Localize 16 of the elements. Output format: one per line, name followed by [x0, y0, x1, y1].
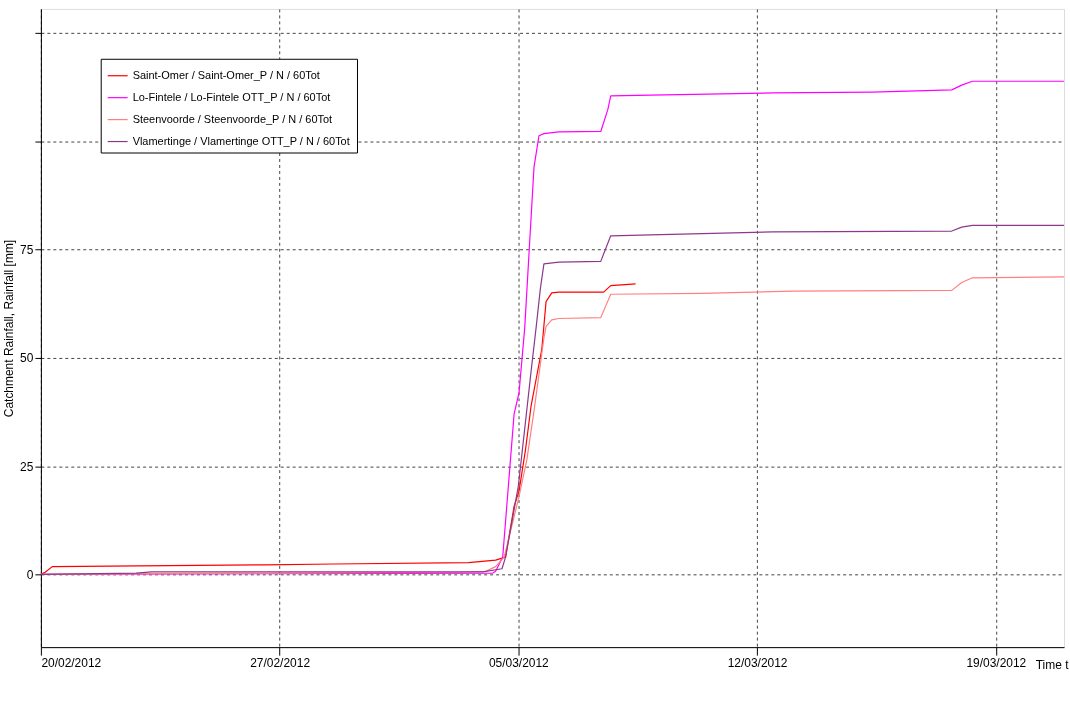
y-tick-label: 0 — [26, 567, 34, 582]
x-tick-label: 12/03/2012 — [727, 655, 788, 670]
line-series — [40, 283, 637, 575]
y-tick-label: 50 — [20, 351, 34, 366]
x-tick-label: 20/02/2012 — [41, 655, 102, 670]
y-tick-label: 75 — [20, 243, 34, 258]
y-axis-title: Catchment Rainfall, Rainfall [mm] — [2, 239, 17, 418]
legend-label: Steenvoorde / Steenvoorde_P / N / 60Tot — [132, 112, 333, 125]
legend-label: Vlamertinge / Vlamertinge OTT_P / N / 60Tot — [132, 134, 350, 147]
legend-label: Saint-Omer / Saint-Omer_P / N / 60Tot — [132, 68, 320, 81]
x-tick-label: 19/03/2012 — [966, 655, 1027, 670]
x-tick-label: 27/02/2012 — [250, 655, 311, 670]
y-tick-label: 25 — [20, 459, 34, 474]
x-axis-title: Time t — [1035, 657, 1070, 672]
x-tick-label: 05/03/2012 — [488, 655, 550, 670]
legend-label: Lo-Fintele / Lo-Fintele OTT_P / N / 60Tot — [132, 90, 331, 103]
